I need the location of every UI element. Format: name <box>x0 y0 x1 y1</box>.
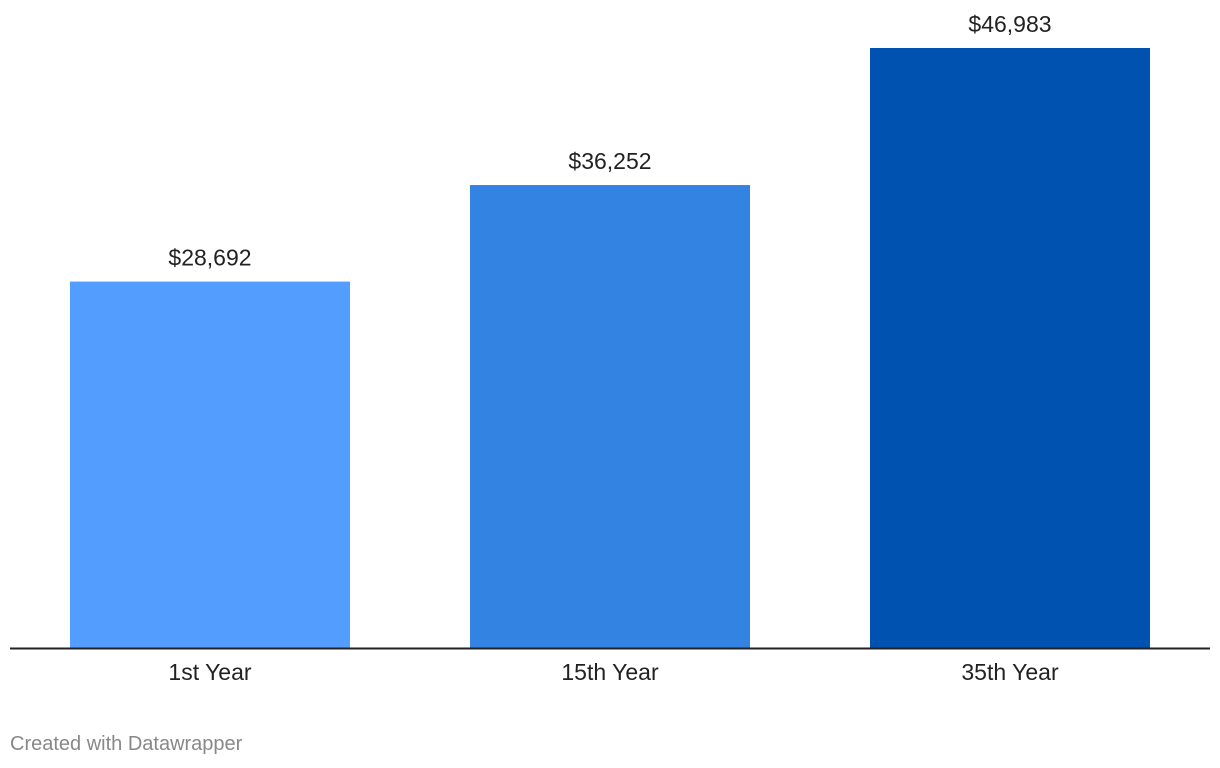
bar-1 <box>70 281 350 648</box>
bar-value-label: $28,692 <box>168 245 251 271</box>
chart-canvas: $28,692 1st Year $36,252 15th Year $46,983 35… <box>10 11 1210 685</box>
x-tick-label: 15th Year <box>561 659 659 685</box>
bar-value-label: $36,252 <box>568 148 651 174</box>
datawrapper-credit: Created with Datawrapper <box>10 733 243 755</box>
bar-value-label: $46,983 <box>968 11 1051 37</box>
x-tick-label: 1st Year <box>168 659 251 685</box>
bar-3 <box>870 48 1150 648</box>
bar-2 <box>470 185 750 648</box>
x-tick-label: 35th Year <box>961 659 1059 685</box>
bar-chart: $28,692 1st Year $36,252 15th Year $46,983 35… <box>10 11 1210 685</box>
